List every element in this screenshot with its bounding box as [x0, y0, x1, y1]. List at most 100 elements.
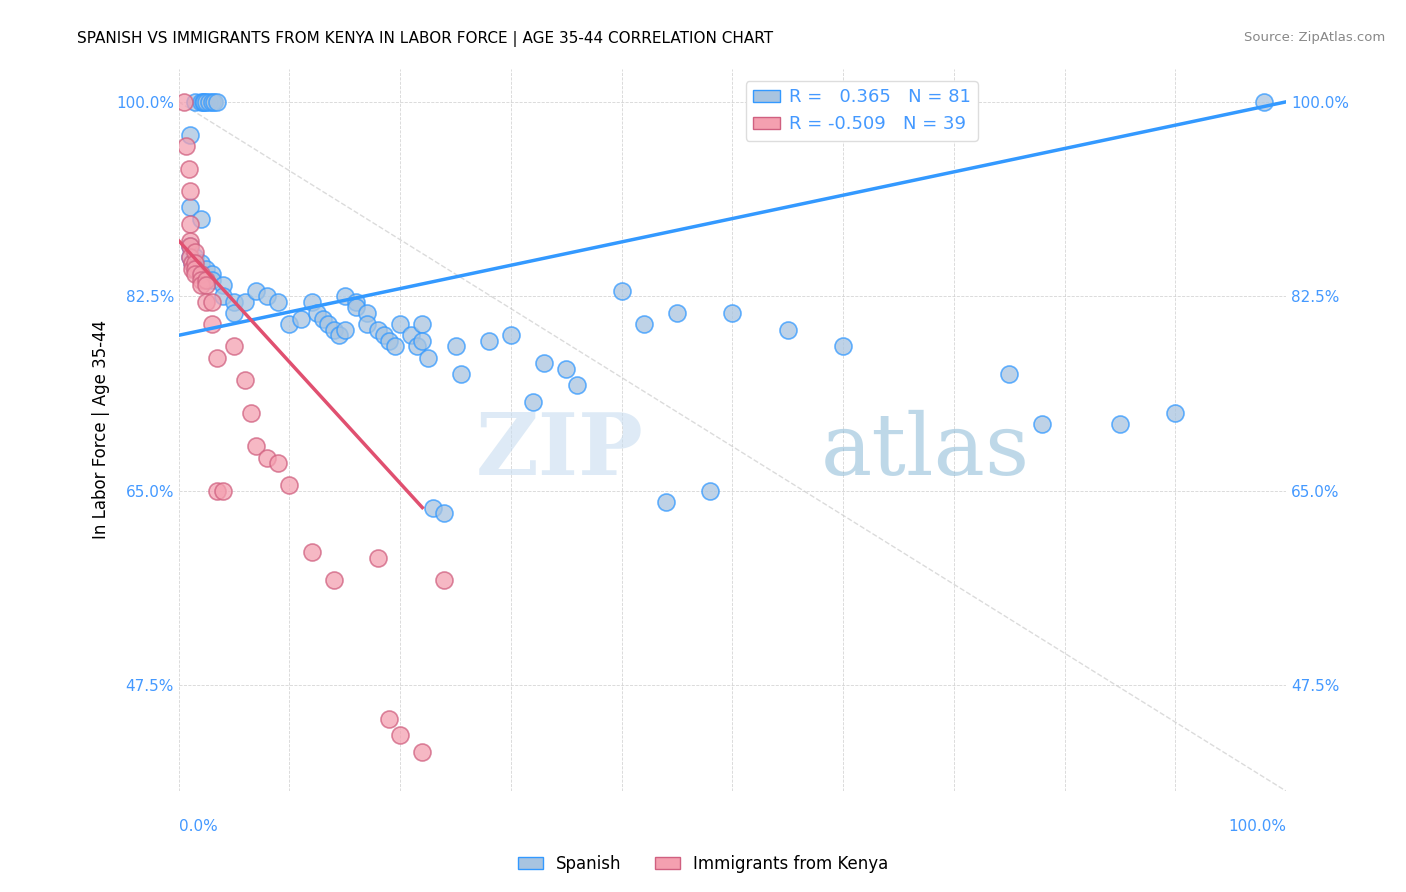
- Point: [212, 289, 235, 303]
- Point: [301, 545, 323, 559]
- Point: [245, 284, 267, 298]
- Point: [201, 317, 224, 331]
- Point: [444, 339, 467, 353]
- Point: [201, 95, 224, 109]
- Point: [344, 294, 367, 309]
- Point: [233, 294, 256, 309]
- Point: [184, 95, 207, 109]
- Point: [301, 294, 323, 309]
- Point: [610, 284, 633, 298]
- Point: [533, 356, 555, 370]
- Point: [666, 306, 689, 320]
- Point: [239, 406, 262, 420]
- Point: [173, 95, 195, 109]
- Point: [322, 573, 344, 587]
- Point: [184, 267, 207, 281]
- Point: [373, 328, 395, 343]
- Point: [411, 334, 433, 348]
- Point: [367, 323, 389, 337]
- Point: [195, 273, 218, 287]
- Point: [184, 256, 207, 270]
- Point: [177, 161, 200, 176]
- Point: [184, 244, 207, 259]
- Point: [998, 367, 1021, 381]
- Point: [181, 256, 204, 270]
- Point: [411, 317, 433, 331]
- Point: [328, 328, 350, 343]
- Point: [179, 251, 201, 265]
- Text: Source: ZipAtlas.com: Source: ZipAtlas.com: [1244, 31, 1385, 45]
- Point: [195, 261, 218, 276]
- Point: [212, 483, 235, 498]
- Point: [233, 373, 256, 387]
- Text: ZIP: ZIP: [477, 409, 644, 493]
- Point: [190, 278, 212, 293]
- Point: [776, 323, 799, 337]
- Point: [256, 450, 278, 465]
- Text: SPANISH VS IMMIGRANTS FROM KENYA IN LABOR FORCE | AGE 35-44 CORRELATION CHART: SPANISH VS IMMIGRANTS FROM KENYA IN LABO…: [77, 31, 773, 47]
- Point: [267, 294, 290, 309]
- Point: [181, 261, 204, 276]
- Point: [179, 217, 201, 231]
- Point: [190, 267, 212, 281]
- Text: atlas: atlas: [821, 409, 1031, 493]
- Point: [190, 267, 212, 281]
- Point: [401, 328, 423, 343]
- Point: [181, 256, 204, 270]
- Point: [201, 273, 224, 287]
- Point: [212, 278, 235, 293]
- Point: [195, 278, 218, 293]
- Point: [184, 261, 207, 276]
- Point: [245, 439, 267, 453]
- Point: [422, 500, 444, 515]
- Point: [450, 367, 472, 381]
- Point: [184, 261, 207, 276]
- Point: [1164, 406, 1187, 420]
- Point: [195, 273, 218, 287]
- Point: [179, 251, 201, 265]
- Point: [356, 317, 378, 331]
- Point: [207, 483, 229, 498]
- Point: [191, 95, 214, 109]
- Point: [389, 728, 412, 742]
- Point: [176, 139, 198, 153]
- Point: [721, 306, 744, 320]
- Point: [433, 506, 456, 520]
- Point: [416, 351, 439, 365]
- Point: [202, 95, 225, 109]
- Point: [499, 328, 522, 343]
- Point: [333, 289, 356, 303]
- Legend: Spanish, Immigrants from Kenya: Spanish, Immigrants from Kenya: [510, 848, 896, 880]
- Point: [633, 317, 655, 331]
- Point: [256, 289, 278, 303]
- Point: [567, 378, 589, 392]
- Point: [278, 317, 301, 331]
- Point: [1108, 417, 1130, 432]
- Point: [378, 712, 401, 726]
- Point: [193, 95, 215, 109]
- Point: [179, 239, 201, 253]
- Point: [433, 573, 456, 587]
- Point: [267, 456, 290, 470]
- Point: [224, 294, 246, 309]
- Point: [384, 339, 406, 353]
- Point: [322, 323, 344, 337]
- Point: [224, 306, 246, 320]
- Point: [179, 239, 201, 253]
- Point: [207, 95, 229, 109]
- Point: [367, 550, 389, 565]
- Point: [316, 317, 339, 331]
- Point: [356, 306, 378, 320]
- Point: [389, 317, 412, 331]
- Point: [195, 294, 218, 309]
- Point: [1253, 95, 1275, 109]
- Y-axis label: In Labor Force | Age 35-44: In Labor Force | Age 35-44: [93, 320, 110, 540]
- Text: 100.0%: 100.0%: [1227, 819, 1286, 834]
- Point: [278, 478, 301, 492]
- Point: [179, 201, 201, 215]
- Point: [190, 95, 212, 109]
- Point: [411, 745, 433, 759]
- Point: [190, 256, 212, 270]
- Point: [378, 334, 401, 348]
- Point: [197, 95, 219, 109]
